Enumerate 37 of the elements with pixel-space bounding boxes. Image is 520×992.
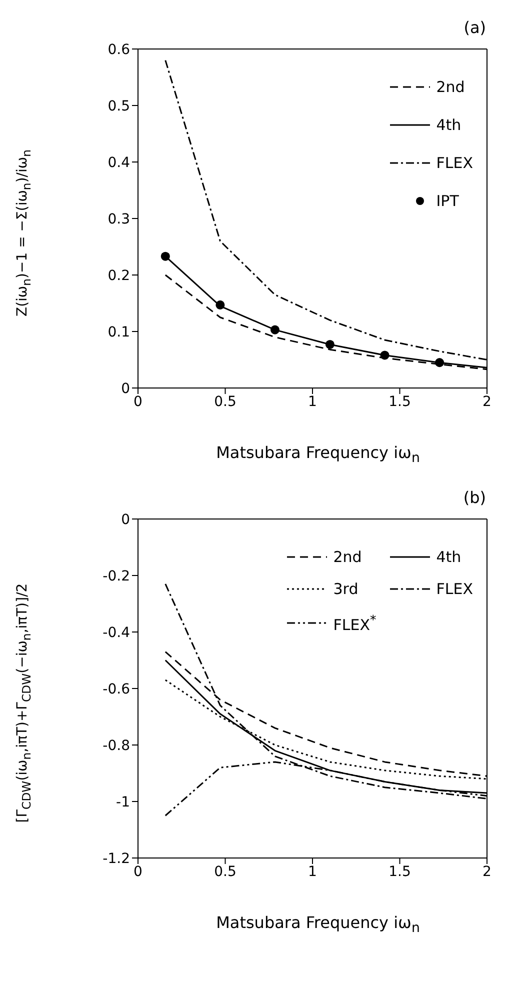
y-tick-label: -0.6 xyxy=(102,681,130,698)
x-tick-label: 0 xyxy=(134,394,142,410)
x-tick-label: 0.5 xyxy=(214,394,236,410)
legend-label: FLEX xyxy=(436,580,473,598)
y-tick-label: 0 xyxy=(121,512,130,528)
x-tick-label: 1 xyxy=(308,864,317,880)
legend-label: 2nd xyxy=(333,548,362,566)
chart-title: (a) xyxy=(464,18,486,37)
y-tick-label: 0.3 xyxy=(108,211,130,228)
chart-title: (b) xyxy=(463,488,486,507)
x-axis-title: Matsubara Frequency iω$_{n}$ xyxy=(216,912,420,936)
legend-label: 3rd xyxy=(333,580,358,598)
legend-label: 4th xyxy=(436,548,462,566)
x-tick-label: 1.5 xyxy=(388,864,411,880)
y-tick-label: -0.8 xyxy=(102,738,130,754)
x-tick-label: 2 xyxy=(482,864,492,880)
legend-label: FLEX xyxy=(436,154,473,172)
legend-label: 4th xyxy=(436,116,462,134)
x-tick-label: 0.5 xyxy=(214,864,236,880)
y-tick-label: 0.2 xyxy=(108,268,130,284)
y-tick-label: 0.5 xyxy=(108,98,130,114)
y-tick-label: -0.4 xyxy=(102,624,130,641)
y-tick-label: -1.2 xyxy=(102,850,130,867)
x-tick-label: 0 xyxy=(134,864,142,880)
y-tick-label: 0 xyxy=(121,380,130,397)
y-tick-label: -1 xyxy=(116,794,130,810)
x-tick-label: 1 xyxy=(308,394,317,410)
x-axis-title: Matsubara Frequency iω$_{n}$ xyxy=(216,442,420,466)
legend-label: 2nd xyxy=(436,78,465,96)
legend-label: FLEX$^{*}$ xyxy=(333,612,376,634)
y-tick-label: 0.1 xyxy=(108,324,130,340)
y-tick-label: 0.4 xyxy=(108,154,130,171)
x-tick-label: 2 xyxy=(482,394,492,410)
x-tick-label: 1.5 xyxy=(388,394,411,410)
legend-label: IPT xyxy=(436,192,459,210)
y-tick-label: 0.6 xyxy=(108,42,130,58)
y-tick-label: -0.2 xyxy=(102,568,130,584)
